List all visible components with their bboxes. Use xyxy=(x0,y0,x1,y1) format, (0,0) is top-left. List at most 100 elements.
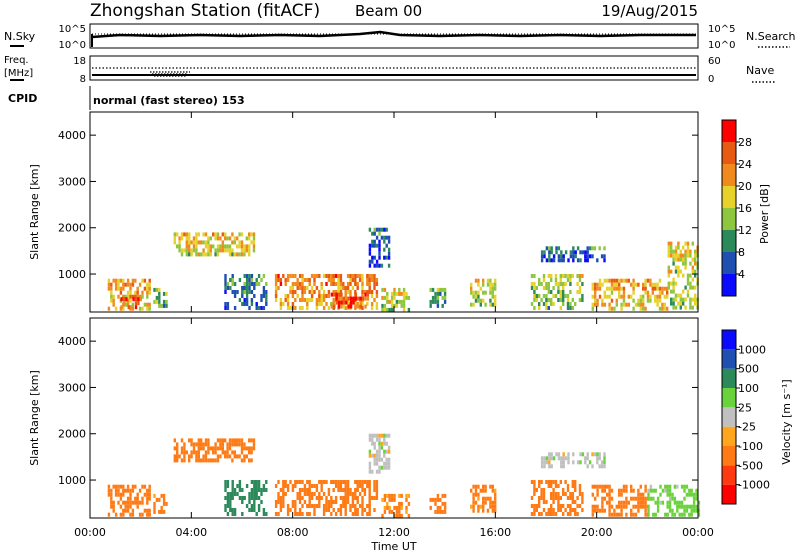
data-cell xyxy=(639,500,642,505)
data-cell xyxy=(429,505,432,510)
data-cell xyxy=(134,301,138,306)
data-cell xyxy=(576,282,579,286)
data-cell xyxy=(176,446,179,451)
data-cell xyxy=(603,290,606,295)
data-cell xyxy=(346,282,350,286)
data-cell xyxy=(262,306,266,310)
data-cell xyxy=(344,504,347,508)
data-cell xyxy=(542,274,546,278)
data-cell xyxy=(322,274,326,278)
data-cell xyxy=(388,307,391,312)
data-cell xyxy=(155,295,159,300)
data-cell xyxy=(219,244,222,249)
data-cell xyxy=(402,295,406,300)
data-cell xyxy=(301,306,304,310)
data-cell xyxy=(136,294,139,299)
data-cell xyxy=(349,278,352,282)
data-cell xyxy=(550,484,553,488)
data-cell xyxy=(560,258,563,263)
data-cell xyxy=(375,290,379,294)
data-cell xyxy=(286,302,290,306)
data-cell xyxy=(533,508,536,512)
data-cell xyxy=(286,488,290,492)
data-cell xyxy=(642,496,645,501)
data-cell xyxy=(439,497,442,502)
data-cell xyxy=(202,232,205,237)
data-cell xyxy=(615,504,618,509)
data-cell xyxy=(340,296,343,301)
data-cell xyxy=(591,286,594,291)
data-cell xyxy=(535,508,538,512)
data-cell xyxy=(332,500,335,504)
data-cell xyxy=(129,504,132,509)
data-cell xyxy=(296,278,299,282)
data-cell xyxy=(153,299,156,304)
data-cell xyxy=(559,278,562,282)
data-cell xyxy=(255,306,258,310)
data-cell xyxy=(221,240,224,245)
data-cell xyxy=(322,508,326,512)
data-cell xyxy=(686,293,690,298)
data-cell xyxy=(296,492,299,496)
data-cell xyxy=(286,512,290,516)
data-cell xyxy=(185,248,188,253)
nsky-trace xyxy=(91,30,696,39)
data-cell xyxy=(279,298,283,302)
data-cell xyxy=(625,500,628,505)
data-cell xyxy=(562,456,565,461)
data-cell xyxy=(322,294,326,298)
data-cell xyxy=(253,504,256,508)
data-cell xyxy=(361,294,364,298)
data-cell xyxy=(388,493,391,498)
data-cell xyxy=(588,246,592,251)
data-cell xyxy=(310,484,314,488)
data-cell xyxy=(107,492,111,497)
data-cell xyxy=(398,493,401,498)
data-cell xyxy=(569,508,572,512)
data-cell xyxy=(197,240,200,245)
data-cell xyxy=(308,512,311,516)
data-cell xyxy=(332,508,335,512)
x-tick-label: 20:00 xyxy=(581,526,613,539)
data-cell xyxy=(632,282,635,287)
data-cell xyxy=(685,492,689,497)
data-cell xyxy=(594,484,597,489)
data-cell xyxy=(349,492,352,496)
data-cell xyxy=(277,274,280,278)
data-cell xyxy=(192,248,196,253)
data-cell xyxy=(548,460,551,465)
data-cell xyxy=(298,274,302,278)
data-cell xyxy=(301,480,304,484)
data-cell xyxy=(298,480,302,484)
data-cell xyxy=(672,289,675,294)
data-cell xyxy=(436,497,440,502)
data-cell xyxy=(143,484,147,489)
data-cell xyxy=(557,246,561,251)
data-cell xyxy=(659,500,662,505)
data-cell xyxy=(659,484,662,489)
data-cell xyxy=(373,484,376,488)
data-cell xyxy=(371,243,374,248)
data-cell xyxy=(591,306,594,311)
data-cell xyxy=(494,298,497,303)
data-cell xyxy=(241,512,244,516)
data-cell xyxy=(632,496,635,501)
data-cell xyxy=(647,504,650,509)
data-cell xyxy=(670,253,673,258)
data-cell xyxy=(231,248,234,253)
data-cell xyxy=(550,258,553,263)
data-cell xyxy=(361,278,364,282)
data-cell xyxy=(241,500,244,504)
data-cell xyxy=(148,492,151,497)
data-cell xyxy=(126,282,130,287)
data-cell xyxy=(474,298,478,303)
data-cell xyxy=(250,458,253,463)
data-cell xyxy=(351,504,355,508)
data-cell xyxy=(224,302,227,306)
data-cell xyxy=(282,488,285,492)
data-cell xyxy=(689,305,692,310)
data-cell xyxy=(540,512,543,516)
data-cell xyxy=(308,488,311,492)
data-cell xyxy=(574,480,577,484)
data-cell xyxy=(658,286,662,291)
